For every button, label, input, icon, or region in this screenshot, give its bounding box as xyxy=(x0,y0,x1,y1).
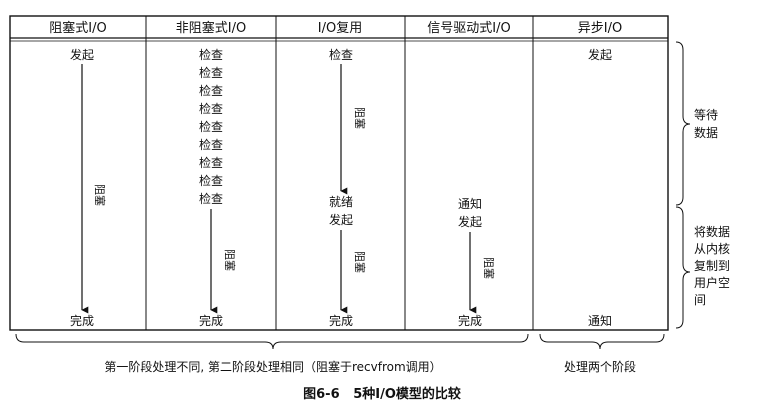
phase-copy-line-3: 复制到 xyxy=(694,259,730,273)
bottom-braces xyxy=(15,333,665,350)
col5-end-label: 通知 xyxy=(588,314,612,328)
phase-copy-line-5: 间 xyxy=(694,293,706,307)
phase-copy-line-1: 将数据 xyxy=(694,224,730,239)
col3-check-label: 检查 xyxy=(329,47,353,62)
column-io-multiplexing: 检查 阻塞 就绪 发起 阻塞 完成 xyxy=(329,47,367,328)
column-headers: 阻塞式I/O 非阻塞式I/O I/O复用 信号驱动式I/O 异步I/O xyxy=(49,20,622,36)
header-signal-driven-io: 信号驱动式I/O xyxy=(427,21,510,36)
bottom-left-note: 第一阶段处理不同, 第二阶段处理相同（阻塞于recvfrom调用） xyxy=(104,359,441,374)
col2-check-8: 检查 xyxy=(199,173,223,188)
phase-wait-label: 等待 数据 xyxy=(694,108,718,140)
col2-check-9: 检查 xyxy=(199,191,223,206)
col2-check-7: 检查 xyxy=(199,155,223,170)
phase-copy-line-2: 从内核 xyxy=(694,242,730,256)
col2-block-label: 阻塞 xyxy=(223,249,237,271)
col1-end-label: 完成 xyxy=(70,313,94,328)
phase-copy-label: 将数据 从内核 复制到 用户空 间 xyxy=(694,224,730,307)
col2-check-6: 检查 xyxy=(199,137,223,152)
col1-block-label: 阻塞 xyxy=(93,184,107,206)
bottom-right-note: 处理两个阶段 xyxy=(564,359,636,374)
col4-end-label: 完成 xyxy=(458,313,482,328)
figure-caption: 图6-6 5种I/O模型的比较 xyxy=(303,386,461,402)
brace-both-phases xyxy=(539,333,665,350)
col2-check-2: 检查 xyxy=(199,65,223,80)
column-nonblocking-io: 检查 检查 检查 检查 检查 检查 检查 检查 检查 阻塞 完成 xyxy=(199,47,237,328)
brace-wait-data xyxy=(675,41,691,206)
column-async-io: 发起 通知 xyxy=(588,47,612,328)
phase-wait-line-1: 等待 xyxy=(694,108,718,122)
col2-end-label: 完成 xyxy=(199,313,223,328)
header-nonblocking-io: 非阻塞式I/O xyxy=(176,20,246,36)
brace-first-phase xyxy=(15,333,529,350)
col3-block-label-1: 阻塞 xyxy=(353,107,367,129)
col3-end-label: 完成 xyxy=(329,313,353,328)
col2-check-1: 检查 xyxy=(199,47,223,62)
col4-notify-label: 通知 xyxy=(458,197,482,211)
col2-check-5: 检查 xyxy=(199,119,223,134)
col1-start-label: 发起 xyxy=(70,47,94,62)
col2-check-3: 检查 xyxy=(199,83,223,98)
phase-wait-line-2: 数据 xyxy=(694,125,718,140)
col4-start-label: 发起 xyxy=(458,214,482,229)
col2-check-4: 检查 xyxy=(199,101,223,116)
col3-block-label-2: 阻塞 xyxy=(353,251,367,273)
right-braces xyxy=(675,41,691,329)
header-io-multiplexing: I/O复用 xyxy=(318,21,362,36)
column-signal-driven-io: 通知 发起 阻塞 完成 xyxy=(458,197,496,328)
column-blocking-io: 发起 阻塞 完成 xyxy=(70,47,107,328)
brace-copy-data xyxy=(675,206,691,329)
col3-start-label: 发起 xyxy=(329,212,353,227)
col3-ready-label: 就绪 xyxy=(329,195,353,209)
table-frame xyxy=(9,15,669,331)
col5-start-label: 发起 xyxy=(588,47,612,62)
col4-block-label: 阻塞 xyxy=(482,257,496,279)
header-blocking-io: 阻塞式I/O xyxy=(49,20,106,36)
header-async-io: 异步I/O xyxy=(578,21,622,36)
phase-copy-line-4: 用户空 xyxy=(694,275,730,290)
